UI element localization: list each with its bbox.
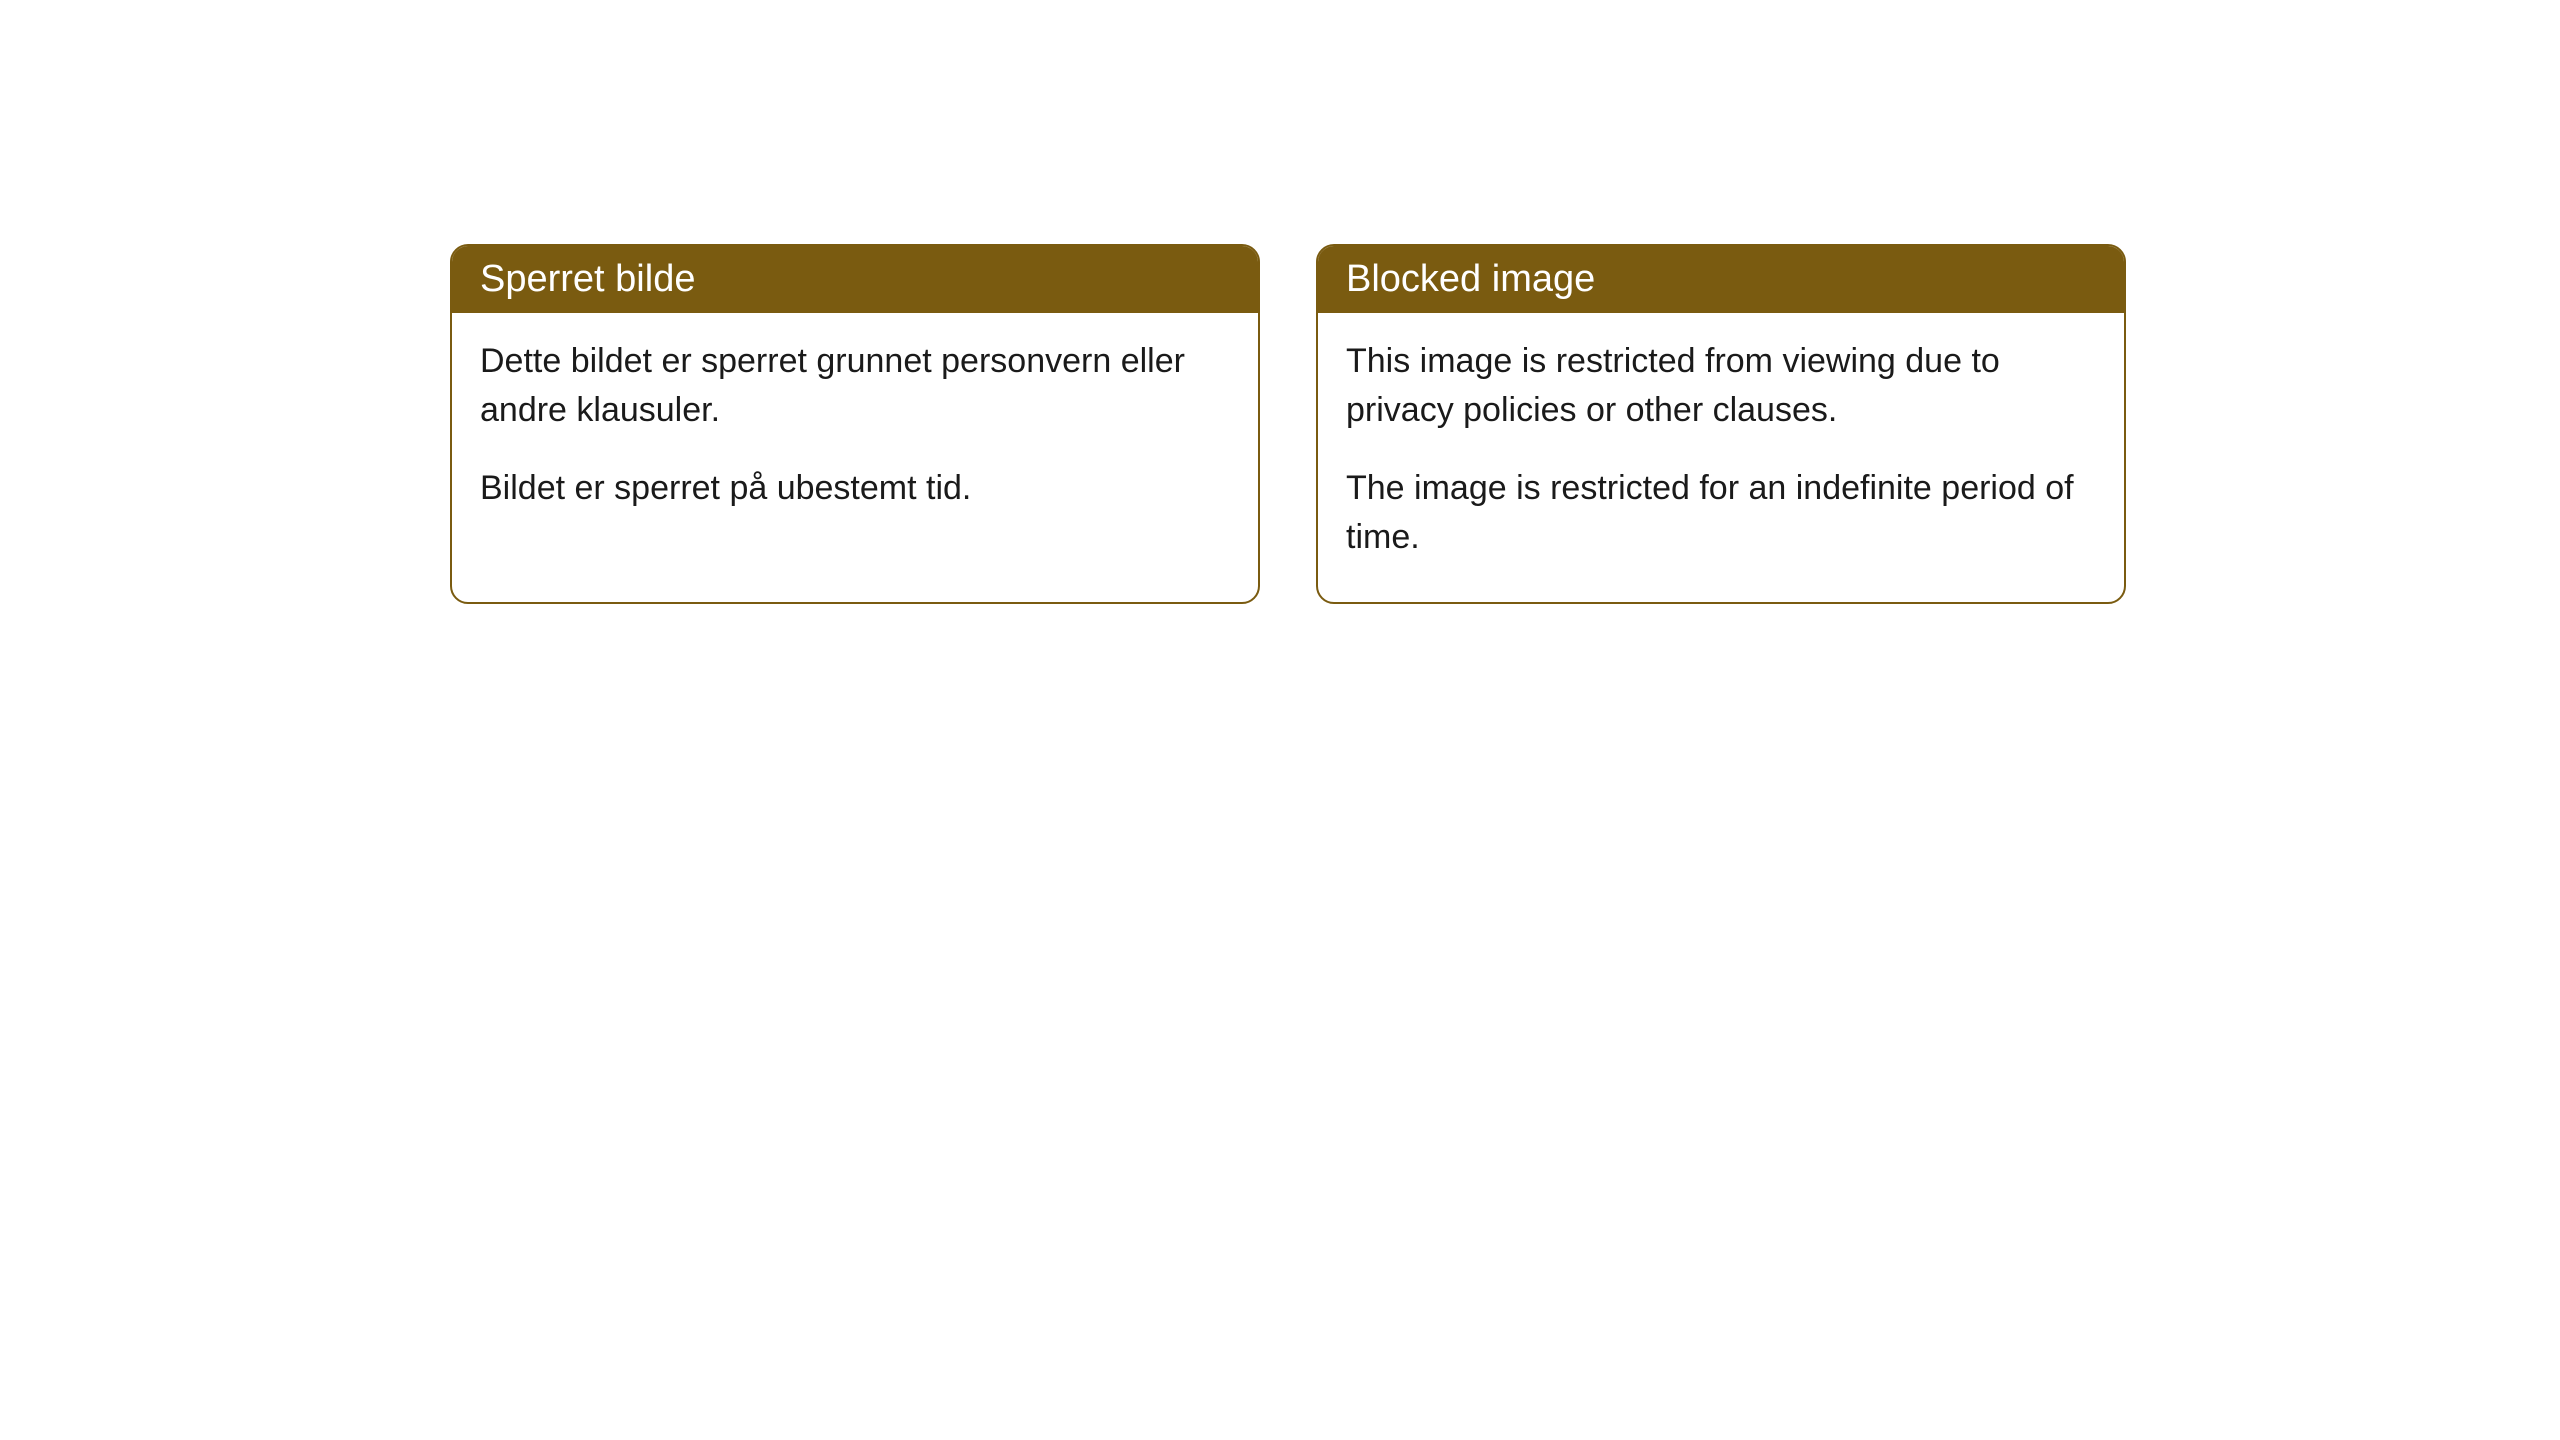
card-body: This image is restricted from viewing du… [1318, 313, 2124, 602]
card-header: Blocked image [1318, 246, 2124, 313]
blocked-image-card-norwegian: Sperret bilde Dette bildet er sperret gr… [450, 244, 1260, 604]
card-paragraph: Bildet er sperret på ubestemt tid. [480, 464, 1230, 513]
card-paragraph: This image is restricted from viewing du… [1346, 337, 2096, 436]
notice-cards-container: Sperret bilde Dette bildet er sperret gr… [450, 244, 2126, 604]
card-paragraph: The image is restricted for an indefinit… [1346, 464, 2096, 563]
blocked-image-card-english: Blocked image This image is restricted f… [1316, 244, 2126, 604]
card-paragraph: Dette bildet er sperret grunnet personve… [480, 337, 1230, 436]
card-title: Blocked image [1346, 258, 1595, 300]
card-header: Sperret bilde [452, 246, 1258, 313]
card-body: Dette bildet er sperret grunnet personve… [452, 313, 1258, 553]
card-title: Sperret bilde [480, 258, 695, 300]
